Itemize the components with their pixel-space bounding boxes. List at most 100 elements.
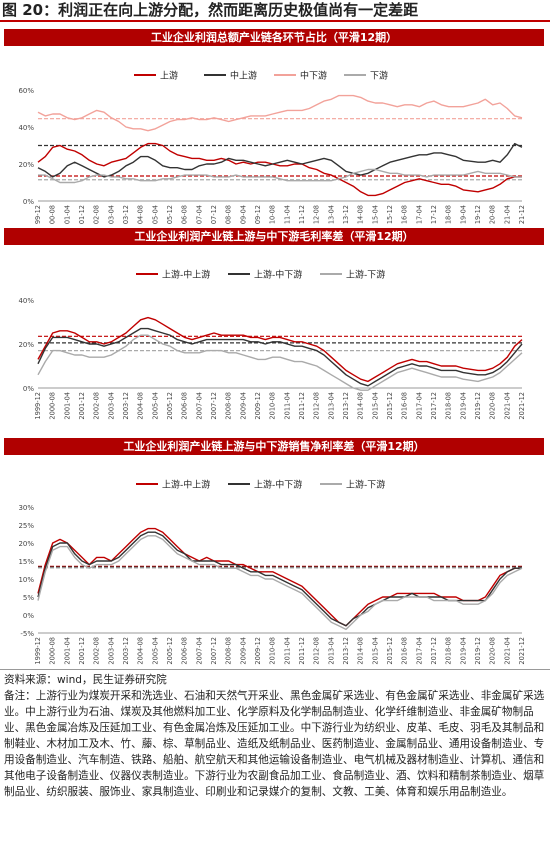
y-tick-label: 10% [18,576,34,584]
x-tick-label: 1999-12 [34,637,42,665]
x-tick-label: 2001-04 [63,392,71,420]
x-tick-label: 2003-04 [107,637,115,665]
x-tick-label: 2015-04 [371,205,379,224]
x-tick-label: 2000-08 [49,392,57,420]
series-line [37,527,522,627]
x-tick-label: 2019-12 [474,205,482,224]
chart-3: -5% 0% 5% 10% 15% 20% 25% 30% 1999-12 2000-08 2001… [18,479,526,665]
x-tick-label: 2009-04 [239,637,247,665]
x-tick-label: 2006-08 [181,392,189,420]
x-tick-label: 2014-08 [357,637,365,665]
x-tick-label: 2013-12 [342,205,350,224]
divider [0,669,550,670]
x-tick-label: 2015-04 [371,392,379,420]
x-tick-label: 2008-08 [225,392,233,420]
y-tick-label: 0% [23,612,34,620]
x-tick-label: 2010-08 [269,205,277,224]
x-tick-label: 2014-08 [357,205,365,224]
x-tick-label: 2013-04 [327,205,335,224]
x-tick-label: 2003-12 [122,392,130,420]
x-tick-label: 2015-12 [386,205,394,224]
x-tick-label: 2012-08 [313,205,321,224]
legend-label: 中上游 [230,70,257,82]
x-tick-label: 2002-08 [93,637,101,665]
x-tick-label: 2015-12 [386,637,394,665]
series-line [37,94,523,132]
x-tick-label: 2012-08 [313,637,321,665]
series-line [37,316,523,383]
x-tick-label: 2007-04 [195,392,203,420]
x-tick-label: 2003-04 [107,392,115,420]
source-line: 资料来源：wind，民生证券研究院 [4,674,167,686]
y-tick-label: 20% [18,161,34,169]
x-tick-label: 2019-04 [459,637,467,665]
note-text: 备注：上游行业为煤炭开采和洗选业、石油和天然气开采业、黑色金属矿采选业、有色金属… [4,690,545,798]
x-tick-label: 2013-12 [342,637,350,665]
chart-2: 0% 20% 40% 1999-12 2000-08 2001-04 2001-12 2002… [18,269,526,420]
x-tick-label: 2005-12 [166,392,174,420]
x-tick-label: 2001-04 [63,637,71,665]
x-tick-label: 2011-04 [283,637,291,665]
x-tick-label: 2006-08 [181,205,189,224]
x-tick-label: 2004-08 [137,392,145,420]
series-line [37,142,523,178]
x-tick-label: 2015-12 [386,392,394,420]
x-tick-label: 2011-12 [298,392,306,420]
x-tick-label: 2010-08 [269,392,277,420]
series-line [37,327,523,387]
x-tick-label: 2018-08 [445,392,453,420]
x-tick-label: 2021-04 [503,392,511,420]
x-tick-label: 2000-08 [49,637,57,665]
x-tick-label: 2005-12 [166,637,174,665]
x-tick-label: 2009-12 [254,637,262,665]
x-tick-label: 2000-08 [49,205,57,224]
x-tick-label: 2010-08 [269,637,277,665]
x-tick-label: 2011-12 [298,637,306,665]
x-tick-label: 2005-04 [151,392,159,420]
legend-label: 中下游 [300,70,327,82]
y-tick-label: 40% [18,297,34,305]
x-tick-label: 2002-08 [93,392,101,420]
x-tick-label: 2021-12 [518,205,526,224]
x-tick-label: 2011-12 [298,205,306,224]
x-tick-label: 1999-12 [34,392,42,420]
y-tick-label: 25% [18,522,34,530]
x-tick-label: 2005-12 [166,205,174,224]
x-tick-label: 2009-12 [254,205,262,224]
x-tick-label: 2007-04 [195,637,203,665]
y-tick-label: 60% [18,87,34,95]
x-tick-label: 2016-08 [401,392,409,420]
x-tick-label: 2007-12 [210,392,218,420]
x-tick-label: 2007-04 [195,205,203,224]
x-tick-label: 2001-04 [63,205,71,224]
legend-label: 上游-中下游 [254,479,302,491]
x-tick-label: 2001-12 [78,205,86,224]
notes-block: 资料来源：wind，民生证券研究院 备注：上游行业为煤炭开采和洗选业、石油和天然… [4,672,546,800]
x-tick-label: 2021-12 [518,637,526,665]
x-tick-label: 2014-08 [357,392,365,420]
x-tick-label: 2018-08 [445,205,453,224]
x-tick-label: 2008-08 [225,205,233,224]
x-tick-label: 2002-08 [93,205,101,224]
x-tick-label: 2015-04 [371,637,379,665]
x-tick-label: 2007-12 [210,205,218,224]
x-tick-label: 2003-12 [122,205,130,224]
x-tick-label: 2017-04 [415,205,423,224]
x-tick-label: 2005-04 [151,637,159,665]
chart-title-2: 工业企业利润产业链上游与中下游毛利率差（平滑12期） [4,228,544,245]
x-tick-label: 2009-04 [239,392,247,420]
x-tick-label: 2006-08 [181,637,189,665]
y-tick-label: 40% [18,124,34,132]
x-tick-label: 2003-12 [122,637,130,665]
x-tick-label: 2017-12 [430,392,438,420]
x-tick-label: 2017-04 [415,392,423,420]
y-tick-label: 0% [23,385,34,393]
y-tick-label: 5% [23,594,34,602]
page-title: 图 20：利润正在向上游分配，然而距离历史极值尚有一定差距 [0,0,550,22]
x-tick-label: 2009-12 [254,392,262,420]
x-tick-label: 2020-08 [489,637,497,665]
x-tick-label: 2021-12 [518,392,526,420]
x-tick-label: 2011-04 [283,392,291,420]
x-tick-label: 2021-04 [503,205,511,224]
x-tick-label: 2003-04 [107,205,115,224]
